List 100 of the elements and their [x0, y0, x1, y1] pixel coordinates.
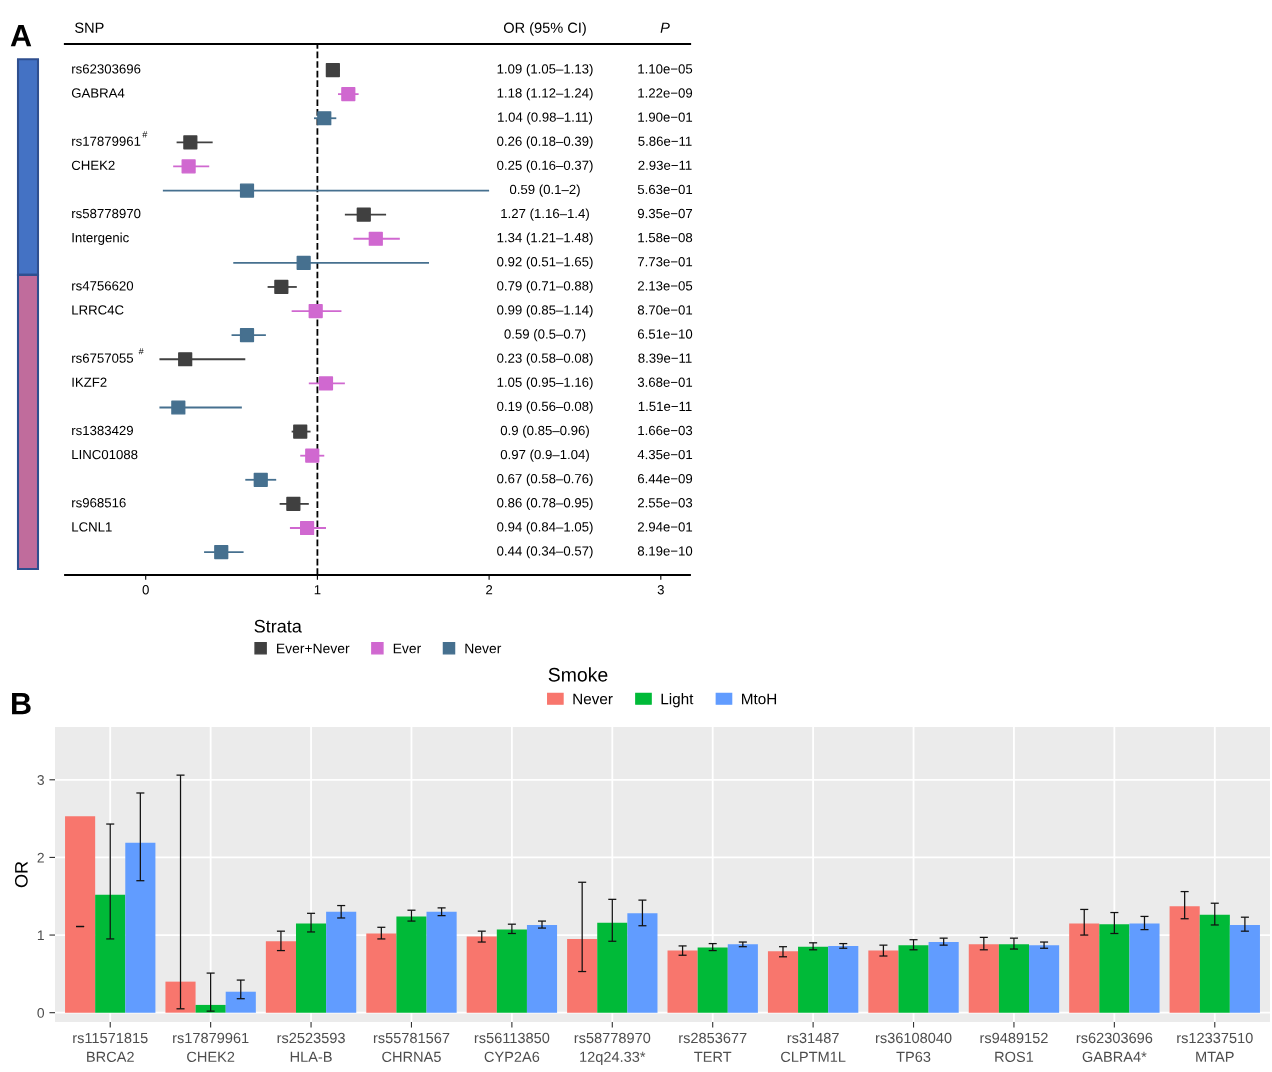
bar: [898, 945, 929, 1013]
annotation: 0.9 (0.85–0.96): [500, 425, 589, 438]
annotation: 5.63e−01: [637, 184, 693, 195]
annotation: 1.05 (0.95–1.16): [497, 377, 593, 390]
annotation: 6.44e−09: [637, 473, 693, 484]
annotation: 0.44 (0.34–0.57): [497, 545, 593, 559]
bar: [727, 944, 758, 1013]
point: [239, 183, 255, 198]
bar: [1129, 923, 1160, 1013]
annotation: 0.19 (0.56–0.08): [497, 401, 593, 414]
y-tick-label: IKZF2: [72, 377, 107, 387]
annotation: 9.35e−07: [637, 208, 693, 219]
point: [274, 279, 289, 295]
y-tick-label: rs968516: [72, 498, 126, 508]
annotation: 7.73e−01: [637, 257, 693, 267]
annotation: 8.70e−01: [637, 305, 693, 315]
bar: [697, 947, 728, 1013]
point: [318, 376, 334, 391]
annotation: 1.90e−01: [638, 112, 693, 122]
x-tick-label: rs9489152 ROS1: [980, 1032, 1048, 1063]
bar: [928, 942, 959, 1013]
y-tick-label: LINC01088: [72, 449, 138, 460]
annotation: 1.09 (1.05–1.13): [497, 63, 593, 77]
annotation: 0.25 (0.16–0.37): [497, 160, 593, 173]
annotation: 0.59 (0.1–2): [509, 184, 580, 197]
annotation: 1.34 (1.21–1.48): [497, 232, 593, 245]
bar: [125, 842, 156, 1013]
y-tick-label: 2: [37, 852, 44, 863]
annotation: 1.51e−11: [638, 401, 692, 412]
point: [239, 328, 255, 343]
annotation: 1.04 (0.98–1.11): [498, 112, 593, 125]
y-tick-label: Intergenic: [72, 232, 129, 245]
bar: [265, 941, 296, 1013]
bar: [627, 913, 658, 1013]
x-tick-label: rs36108040 TP63: [875, 1032, 952, 1063]
legend-label: Ever: [393, 643, 421, 654]
bar: [326, 911, 357, 1013]
annotation: 1.10e−05: [638, 64, 693, 74]
bar: [667, 950, 698, 1013]
point: [296, 255, 311, 270]
annotation: 1.18 (1.12–1.24): [497, 87, 593, 101]
y-axis-title: OR: [14, 861, 28, 888]
y-tick-label: CHEK2: [71, 160, 115, 170]
point: [317, 111, 332, 126]
bar: [366, 933, 397, 1013]
point: [325, 62, 340, 78]
legend-label: Light: [661, 693, 694, 708]
y-tick-label: 0: [37, 1008, 45, 1018]
point: [286, 496, 301, 511]
x-tick-label: rs2853677 TERT: [679, 1032, 747, 1062]
annotation: 8.19e−10: [637, 546, 693, 556]
bar: [65, 816, 96, 1013]
bar: [567, 938, 598, 1013]
point: [253, 472, 268, 487]
annotation: 2.94e−01: [637, 522, 693, 532]
bar: [496, 929, 527, 1013]
point: [171, 400, 186, 415]
bar: [968, 944, 999, 1013]
legend-title: Strata: [254, 619, 302, 633]
annotation: 1.58e−08: [638, 232, 693, 243]
annotation: 0.59 (0.5–0.7): [504, 329, 586, 342]
x-tick-label: 1: [314, 585, 321, 595]
point: [341, 87, 356, 102]
annotation: 3.68e−01: [637, 377, 693, 387]
x-tick-label: rs62303696 GABRA4*: [1076, 1032, 1153, 1063]
annotation: 0.94 (0.84–1.05): [497, 521, 593, 535]
x-tick-label: rs11571815 BRCA2: [73, 1032, 148, 1063]
point: [183, 135, 198, 150]
chart-title: B: [12, 693, 31, 715]
point: [214, 545, 229, 560]
point: [305, 448, 320, 463]
y-tick-label: rs62303696: [72, 64, 141, 74]
point: [300, 520, 315, 536]
bar: [767, 951, 799, 1013]
bar: [1069, 923, 1100, 1013]
bar: [1099, 924, 1130, 1013]
annotation: 1.22e−09: [638, 88, 693, 98]
annotation: 1.66e−03: [638, 425, 693, 436]
legend-label: Ever+Never: [277, 643, 350, 654]
bar: [828, 945, 859, 1013]
bar: [868, 950, 899, 1013]
bar: [195, 1004, 226, 1013]
annotation: 6.51e−10: [637, 329, 693, 339]
bar: [165, 981, 196, 1013]
legend-title: Smoke: [548, 667, 608, 682]
bar: [1029, 945, 1060, 1013]
point: [308, 303, 323, 319]
bar: [597, 922, 628, 1013]
annotation: 2.55e−03: [637, 498, 693, 508]
annotation: 0.97 (0.9–1.04): [500, 449, 589, 462]
annotation: 0.23 (0.58–0.08): [497, 353, 593, 366]
x-tick-label: rs2523593 HLA-B: [277, 1032, 345, 1062]
y-tick-label: LCNL1: [72, 522, 112, 532]
y-axis-title: SNP: [75, 22, 104, 33]
legend-label: Never: [465, 643, 502, 654]
annotation: 0.99 (0.85–1.14): [497, 304, 593, 318]
x-tick-label: rs58778970 12q24.33*: [574, 1032, 651, 1065]
annotation: 2.13e−05: [637, 281, 693, 291]
point: [368, 231, 383, 246]
x-tick-label: 2: [486, 585, 493, 595]
